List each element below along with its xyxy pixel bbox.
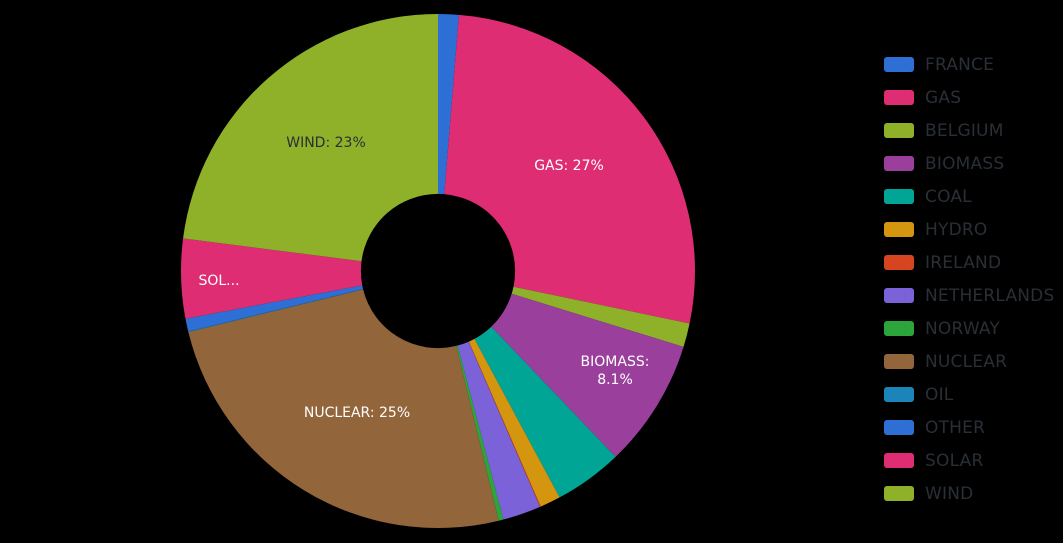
slice-label-biomass: BIOMASS: [581, 354, 650, 370]
legend-label: BELGIUM [925, 120, 1004, 141]
legend-item-belgium[interactable]: BELGIUM [884, 114, 1054, 147]
legend-item-oil[interactable]: OIL [884, 378, 1054, 411]
legend-swatch-icon [884, 57, 914, 72]
slice-france[interactable] [438, 14, 459, 195]
slice-oil[interactable] [188, 289, 364, 333]
legend-item-norway[interactable]: NORWAY [884, 312, 1054, 345]
legend-item-other[interactable]: OTHER [884, 411, 1054, 444]
legend-item-biomass[interactable]: BIOMASS [884, 147, 1054, 180]
legend-item-coal[interactable]: COAL [884, 180, 1054, 213]
legend-label: HYDRO [925, 219, 988, 240]
legend-item-ireland[interactable]: IRELAND [884, 246, 1054, 279]
legend-label: BIOMASS [925, 153, 1005, 174]
legend-swatch-icon [884, 123, 914, 138]
legend-label: OTHER [925, 417, 986, 438]
legend-item-hydro[interactable]: HYDRO [884, 213, 1054, 246]
slice-solar[interactable] [180, 238, 363, 319]
legend-swatch-icon [884, 354, 914, 369]
slice-other[interactable] [185, 285, 364, 332]
slice-hydro[interactable] [468, 338, 560, 507]
slice-wind[interactable] [183, 14, 438, 262]
legend: FRANCE GAS BELGIUM BIOMASS COAL HYDRO IRELAND N… [884, 48, 1054, 510]
donut-slices [180, 14, 695, 528]
legend-swatch-icon [884, 222, 914, 237]
legend-item-solar[interactable]: SOLAR [884, 444, 1054, 477]
slice-biomass[interactable] [491, 293, 684, 457]
legend-item-netherlands[interactable]: NETHERLANDS [884, 279, 1054, 312]
legend-item-gas[interactable]: GAS [884, 81, 1054, 114]
legend-swatch-icon [884, 189, 914, 204]
slice-label-solar: SOL... [198, 273, 239, 289]
legend-swatch-icon [884, 453, 914, 468]
slice-nuclear[interactable] [188, 289, 499, 528]
legend-swatch-icon [884, 387, 914, 402]
slice-coal[interactable] [474, 326, 616, 498]
legend-label: WIND [925, 483, 974, 504]
legend-swatch-icon [884, 90, 914, 105]
legend-label: IRELAND [925, 252, 1002, 273]
legend-label: NUCLEAR [925, 351, 1008, 372]
slice-label-gas: GAS: 27% [534, 158, 604, 174]
slice-netherlands[interactable] [457, 341, 540, 520]
slice-label-nuclear: NUCLEAR: 25% [304, 405, 410, 421]
legend-swatch-icon [884, 321, 914, 336]
legend-label: SOLAR [925, 450, 984, 471]
legend-item-wind[interactable]: WIND [884, 477, 1054, 510]
legend-swatch-icon [884, 486, 914, 501]
legend-label: OIL [925, 384, 954, 405]
legend-label: NORWAY [925, 318, 1000, 339]
legend-swatch-icon [884, 156, 914, 171]
slice-ireland[interactable] [468, 341, 541, 507]
legend-item-france[interactable]: FRANCE [884, 48, 1054, 81]
slice-label-wind: WIND: 23% [286, 135, 366, 151]
legend-swatch-icon [884, 255, 914, 270]
legend-item-nuclear[interactable]: NUCLEAR [884, 345, 1054, 378]
legend-label: FRANCE [925, 54, 995, 75]
legend-label: GAS [925, 87, 962, 108]
slice-norway[interactable] [456, 345, 504, 521]
legend-label: COAL [925, 186, 972, 207]
slice-label-biomass-value: 8.1% [597, 372, 633, 388]
slice-labels: GAS: 27% BIOMASS: 8.1% NUCLEAR: 25% SOL... WI… [198, 135, 649, 421]
legend-swatch-icon [884, 420, 914, 435]
slice-gas[interactable] [444, 14, 695, 324]
legend-swatch-icon [884, 288, 914, 303]
slice-belgium[interactable] [511, 286, 690, 347]
legend-label: NETHERLANDS [925, 285, 1055, 306]
